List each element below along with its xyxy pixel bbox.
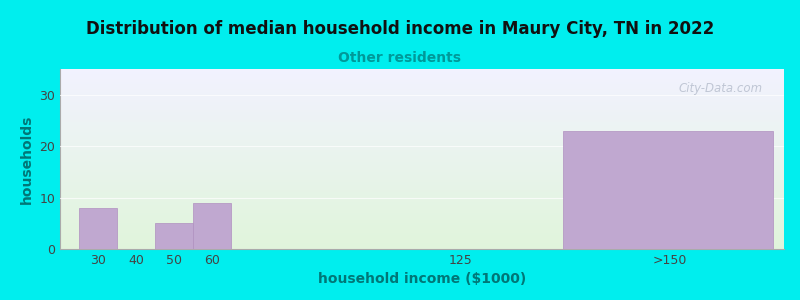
Bar (194, 203, 231, 249)
Bar (79, 208, 117, 249)
Bar (563, 131, 773, 249)
X-axis label: household income ($1000): household income ($1000) (318, 272, 526, 286)
Text: Distribution of median household income in Maury City, TN in 2022: Distribution of median household income … (86, 20, 714, 38)
Text: Other residents: Other residents (338, 51, 462, 65)
Bar (155, 223, 194, 249)
Text: City-Data.com: City-Data.com (678, 82, 762, 94)
Y-axis label: households: households (20, 114, 34, 204)
